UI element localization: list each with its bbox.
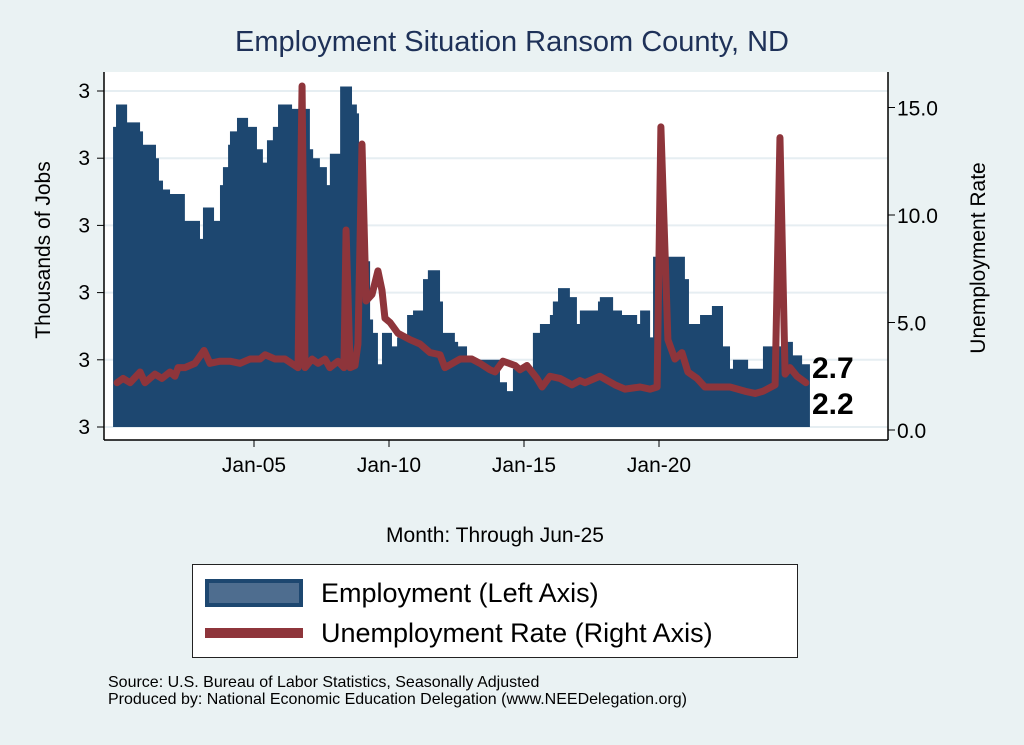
x-tick-label: Jan-15 <box>492 454 556 477</box>
source-line: Source: U.S. Bureau of Labor Statistics,… <box>108 674 540 691</box>
legend-item-unemployment: Unemployment Rate (Right Axis) <box>205 615 713 651</box>
right-tick-label: 5.0 <box>897 313 926 336</box>
producer-line: Produced by: National Economic Education… <box>108 691 687 708</box>
right-tick-label: 15.0 <box>897 98 938 121</box>
x-axis-label: Month: Through Jun-25 <box>386 524 604 547</box>
y-axis-left-label: Thousands of Jobs <box>32 161 55 338</box>
left-tick-label: 3 <box>78 416 90 439</box>
left-tick-label: 3 <box>78 282 90 305</box>
x-tick-label: Jan-10 <box>357 454 421 477</box>
legend-swatch-employment <box>205 579 303 607</box>
end-label-employment: 2.7 <box>812 352 854 385</box>
right-tick-label: 10.0 <box>897 205 938 228</box>
y-axis-right-label: Unemployment Rate <box>967 162 990 353</box>
chart-title: Employment Situation Ransom County, ND <box>235 26 789 58</box>
legend-item-employment: Employment (Left Axis) <box>205 575 599 611</box>
legend-label-employment: Employment (Left Axis) <box>321 577 599 608</box>
right-tick-label: 0.0 <box>897 420 926 443</box>
legend: Employment (Left Axis) Unemployment Rate… <box>192 564 798 658</box>
left-tick-label: 3 <box>78 80 90 103</box>
left-tick-label: 3 <box>78 214 90 237</box>
end-label-unemployment: 2.2 <box>812 388 854 421</box>
legend-label-unemployment: Unemployment Rate (Right Axis) <box>321 617 713 648</box>
x-tick-label: Jan-20 <box>627 454 691 477</box>
employment-area <box>113 86 810 428</box>
x-tick-label: Jan-05 <box>222 454 286 477</box>
left-tick-label: 3 <box>78 349 90 372</box>
source-note: Source: U.S. Bureau of Labor Statistics,… <box>108 674 687 708</box>
left-tick-label: 3 <box>78 147 90 170</box>
legend-swatch-unemployment <box>205 628 303 638</box>
unemployment-line <box>113 82 810 397</box>
